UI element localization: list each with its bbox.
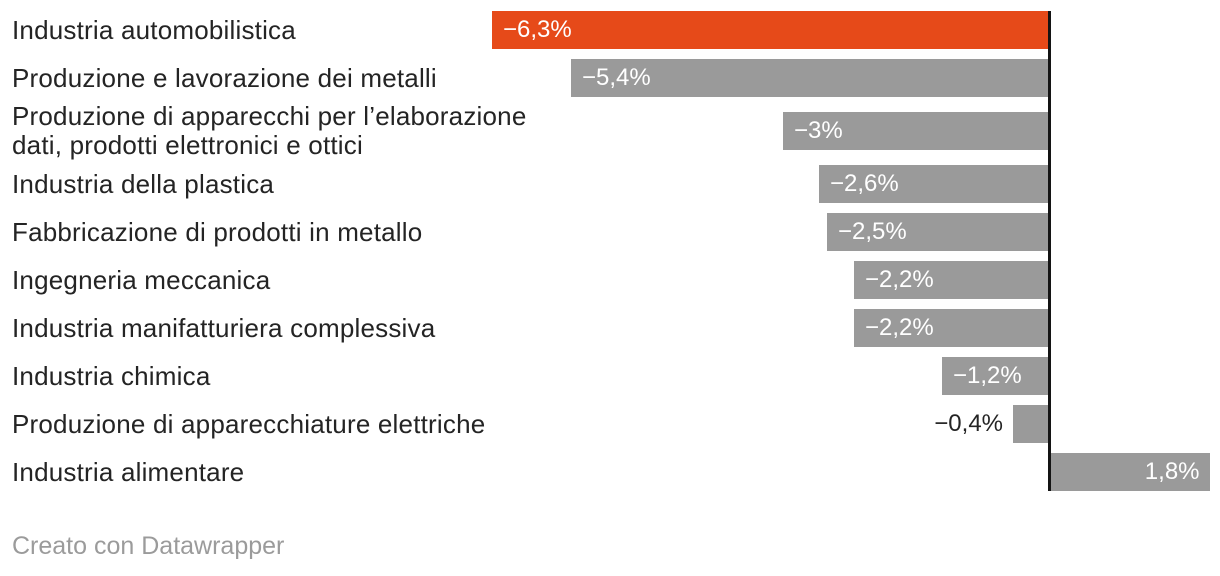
chart-row: Industria manifatturiera complessiva −2,2… — [0, 304, 1220, 352]
chart-row: Industria della plastica −2,6% — [0, 160, 1220, 208]
chart-rows: Industria automobilistica −6,3% Produzione… — [0, 6, 1220, 496]
bar: −2,6% — [819, 165, 1048, 203]
bar: −1,2% — [942, 357, 1048, 395]
bar: −6,3% — [492, 11, 1048, 49]
category-label: Industria manifatturiera complessiva — [12, 312, 436, 343]
bar: −5,4% — [571, 59, 1048, 97]
category-label: Industria automobilistica — [12, 14, 296, 45]
category-label: Ingegneria meccanica — [12, 264, 271, 295]
bar-value-label: −3% — [794, 117, 843, 144]
chart-row: Fabbricazione di prodotti in metallo −2,5… — [0, 208, 1220, 256]
category-label: Industria della plastica — [12, 168, 275, 199]
chart-row: Industria alimentare 1,8% — [0, 448, 1220, 496]
bar: −2,2% — [854, 309, 1048, 347]
bar-value-label: 1,8% — [1144, 458, 1200, 485]
category-label: Produzione di apparecchi per l’elaborazi… — [12, 101, 527, 160]
bar-value-label: −1,2% — [953, 362, 1022, 389]
category-label: Produzione e lavorazione dei metalli — [12, 62, 437, 93]
bar — [1013, 405, 1048, 443]
bar: −3% — [783, 112, 1048, 150]
category-label: Industria chimica — [12, 360, 211, 391]
chart-row: Industria automobilistica −6,3% — [0, 6, 1220, 54]
category-label: Industria alimentare — [12, 456, 245, 487]
bar: −2,2% — [854, 261, 1048, 299]
chart-row: Produzione di apparecchi per l’elaborazi… — [0, 102, 1220, 160]
bar: 1,8% — [1050, 453, 1210, 491]
category-label: Fabbricazione di prodotti in metallo — [12, 216, 423, 247]
chart-row: Ingegneria meccanica −2,2% — [0, 256, 1220, 304]
bar-value-label: −2,6% — [830, 170, 899, 197]
bar-value-label: −5,4% — [582, 64, 651, 91]
category-label: Produzione di apparecchiature elettriche — [12, 408, 486, 439]
bar-value-label: −6,3% — [503, 16, 572, 43]
bar-value-label: −2,2% — [865, 314, 934, 341]
chart-row: Produzione di apparecchiature elettriche… — [0, 400, 1220, 448]
chart-row: Produzione e lavorazione dei metalli −5,4… — [0, 54, 1220, 102]
bar-value-label: −2,2% — [865, 266, 934, 293]
chart-row: Industria chimica −1,2% — [0, 352, 1220, 400]
bar: −2,5% — [827, 213, 1048, 251]
bar-value-label: −0,4% — [934, 410, 1003, 437]
zero-baseline — [1048, 11, 1051, 491]
chart-credit: Creato con Datawrapper — [12, 532, 285, 560]
bar-value-label: −2,5% — [838, 218, 907, 245]
